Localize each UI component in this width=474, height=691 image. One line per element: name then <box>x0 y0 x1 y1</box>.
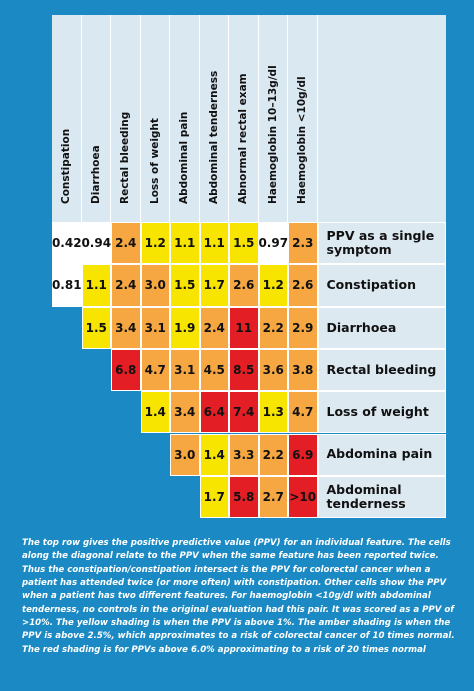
row-label: Loss of weight <box>317 391 446 434</box>
cell: 3.8 <box>288 348 318 392</box>
cell: 2.6 <box>229 264 259 307</box>
cell: 0.97 <box>258 222 288 265</box>
cell: 1.7 <box>199 475 229 519</box>
column-header: Diarrhoea <box>82 15 111 222</box>
cell: 0.42 <box>52 222 82 265</box>
cell: 8.5 <box>229 348 259 392</box>
cell: 1.7 <box>199 264 229 307</box>
column-header: Abdominal pain <box>170 15 200 222</box>
cell: 1.4 <box>199 433 229 476</box>
column-header-text: Abdominal tenderness <box>207 70 220 204</box>
cell: 2.6 <box>288 264 318 307</box>
column-header-text: Abnormal rectal exam <box>237 73 250 204</box>
header-panel <box>52 15 446 222</box>
cell: >10 <box>288 475 318 519</box>
cell: 7.4 <box>229 391 259 434</box>
column-header: Constipation <box>52 15 82 222</box>
cell: 1.5 <box>81 306 111 349</box>
column-header-text: Abdominal pain <box>178 111 191 204</box>
cell: 6.8 <box>111 348 141 392</box>
cell: 1.1 <box>81 264 111 307</box>
cell: 11 <box>229 306 259 349</box>
cell: 1.2 <box>258 264 288 307</box>
cell: 4.7 <box>140 348 170 392</box>
cell: 3.4 <box>170 391 200 434</box>
column-header-text: Diarrhoea <box>89 145 102 204</box>
cell: 5.8 <box>229 475 259 519</box>
cell: 1.2 <box>140 222 170 265</box>
column-header: Loss of weight <box>141 15 170 222</box>
cell: 3.0 <box>140 264 170 307</box>
row-label: PPV as a single symptom <box>317 222 446 265</box>
column-header: Haemoglobin <10g/dl <box>288 15 318 222</box>
column-header: Abnormal rectal exam <box>229 15 259 222</box>
cell: 1.1 <box>170 222 200 265</box>
cell: 3.1 <box>140 306 170 349</box>
cell: 2.4 <box>199 306 229 349</box>
cell: 1.5 <box>229 222 259 265</box>
cell: 2.7 <box>258 475 288 519</box>
row-label: Abdominal tenderness <box>317 475 446 519</box>
row-label: Rectal bleeding <box>317 348 446 392</box>
row-label: Abdomina pain <box>317 433 446 476</box>
cell: 2.3 <box>288 222 318 265</box>
cell: 6.9 <box>288 433 318 476</box>
cell: 4.5 <box>199 348 229 392</box>
cell: 2.4 <box>111 264 141 307</box>
column-header-text: Haemoglobin <10g/dl <box>296 76 309 204</box>
cell: 3.1 <box>170 348 200 392</box>
row-label: Diarrhoea <box>317 306 446 349</box>
cell: 0.81 <box>52 264 82 307</box>
cell: 0.94 <box>81 222 111 265</box>
cell: 2.2 <box>258 433 288 476</box>
cell: 1.9 <box>170 306 200 349</box>
cell: 2.9 <box>288 306 318 349</box>
column-header: Abdominal tenderness <box>200 15 229 222</box>
cell: 6.4 <box>199 391 229 434</box>
column-header-text: Haemoglobin 10–13g/dl <box>266 65 279 204</box>
caption: The top row gives the positive predictiv… <box>22 538 455 655</box>
row-label: Constipation <box>317 264 446 307</box>
column-header-text: Rectal bleeding <box>119 111 132 204</box>
cell: 4.7 <box>288 391 318 434</box>
cell: 3.3 <box>229 433 259 476</box>
cell: 1.3 <box>258 391 288 434</box>
cell: 1.1 <box>199 222 229 265</box>
column-header-text: Constipation <box>60 128 73 204</box>
column-header: Haemoglobin 10–13g/dl <box>259 15 288 222</box>
cell: 3.0 <box>170 433 200 476</box>
cell: 1.4 <box>140 391 170 434</box>
column-header-text: Loss of weight <box>148 118 161 204</box>
cell: 3.6 <box>258 348 288 392</box>
cell: 2.2 <box>258 306 288 349</box>
cell: 3.4 <box>111 306 141 349</box>
cell: 2.4 <box>111 222 141 265</box>
column-header: Rectal bleeding <box>111 15 141 222</box>
cell: 1.5 <box>170 264 200 307</box>
